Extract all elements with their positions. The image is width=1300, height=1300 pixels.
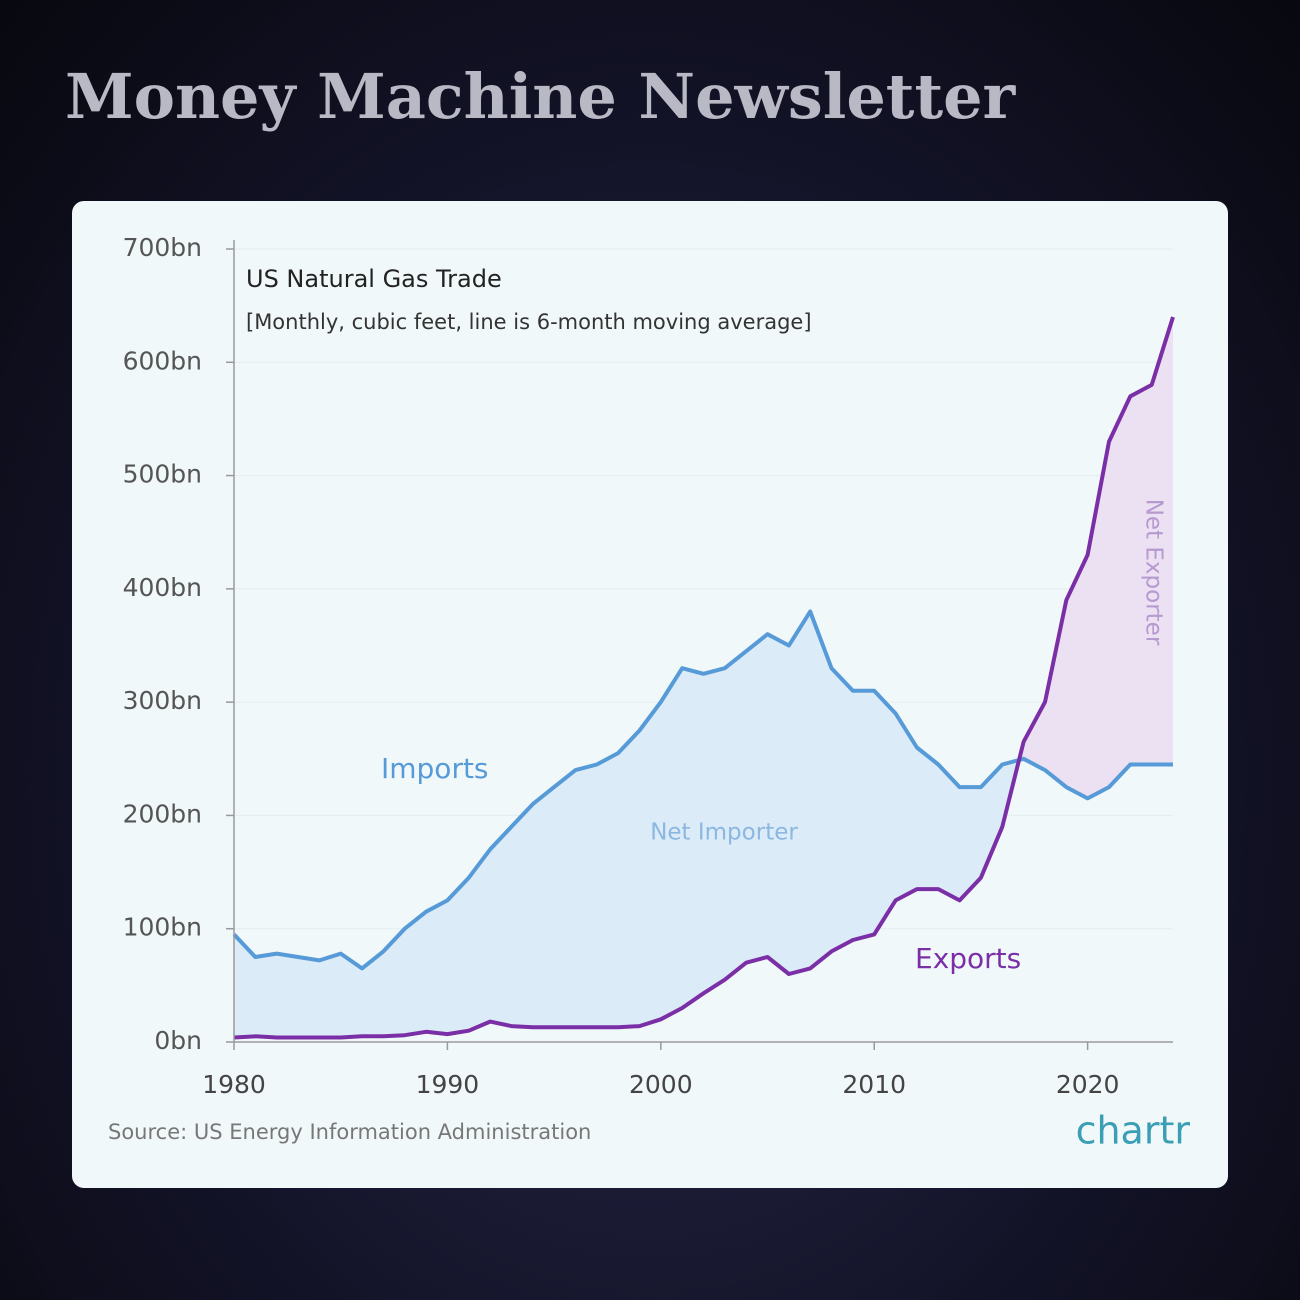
y-tick-label: 300bn: [123, 686, 202, 715]
legend-label: Exports: [915, 942, 1021, 975]
y-tick-label: 200bn: [123, 799, 202, 828]
legend-label: Imports: [381, 752, 489, 785]
net-importer-area: [234, 611, 1173, 1038]
x-tick-label: 1980: [202, 1070, 266, 1099]
y-tick-label: 400bn: [123, 573, 202, 602]
card: [72, 201, 1228, 1188]
annotation: Net Exporter: [1141, 499, 1167, 646]
annotation: Net Importer: [650, 820, 798, 846]
y-tick-label: 600bn: [123, 346, 202, 375]
y-tick-label: 700bn: [123, 233, 202, 262]
newsletter-title: Money Machine Newsletter: [65, 60, 1017, 133]
x-tick-label: 2020: [1056, 1070, 1120, 1099]
chart-subtitle: [Monthly, cubic feet, line is 6-month mo…: [246, 310, 812, 334]
y-tick-label: 500bn: [123, 460, 202, 489]
x-tick-label: 2000: [629, 1070, 693, 1099]
y-tick-label: 100bn: [123, 913, 202, 942]
plot: 0bn 100bn 200bn 300bn 400bn 500bn 600bn 700bn 19…: [123, 233, 1175, 1099]
x-tick-label: 1990: [416, 1070, 480, 1099]
x-tick-label: 2010: [842, 1070, 906, 1099]
source: Source: US Energy Information Administra…: [108, 1120, 591, 1144]
series-line: [233, 316, 1175, 1040]
y-tick-label: 0bn: [154, 1026, 202, 1055]
logo: chartr: [1076, 1109, 1191, 1153]
chart-title: US Natural Gas Trade: [246, 265, 502, 293]
series-line: [232, 609, 1173, 971]
